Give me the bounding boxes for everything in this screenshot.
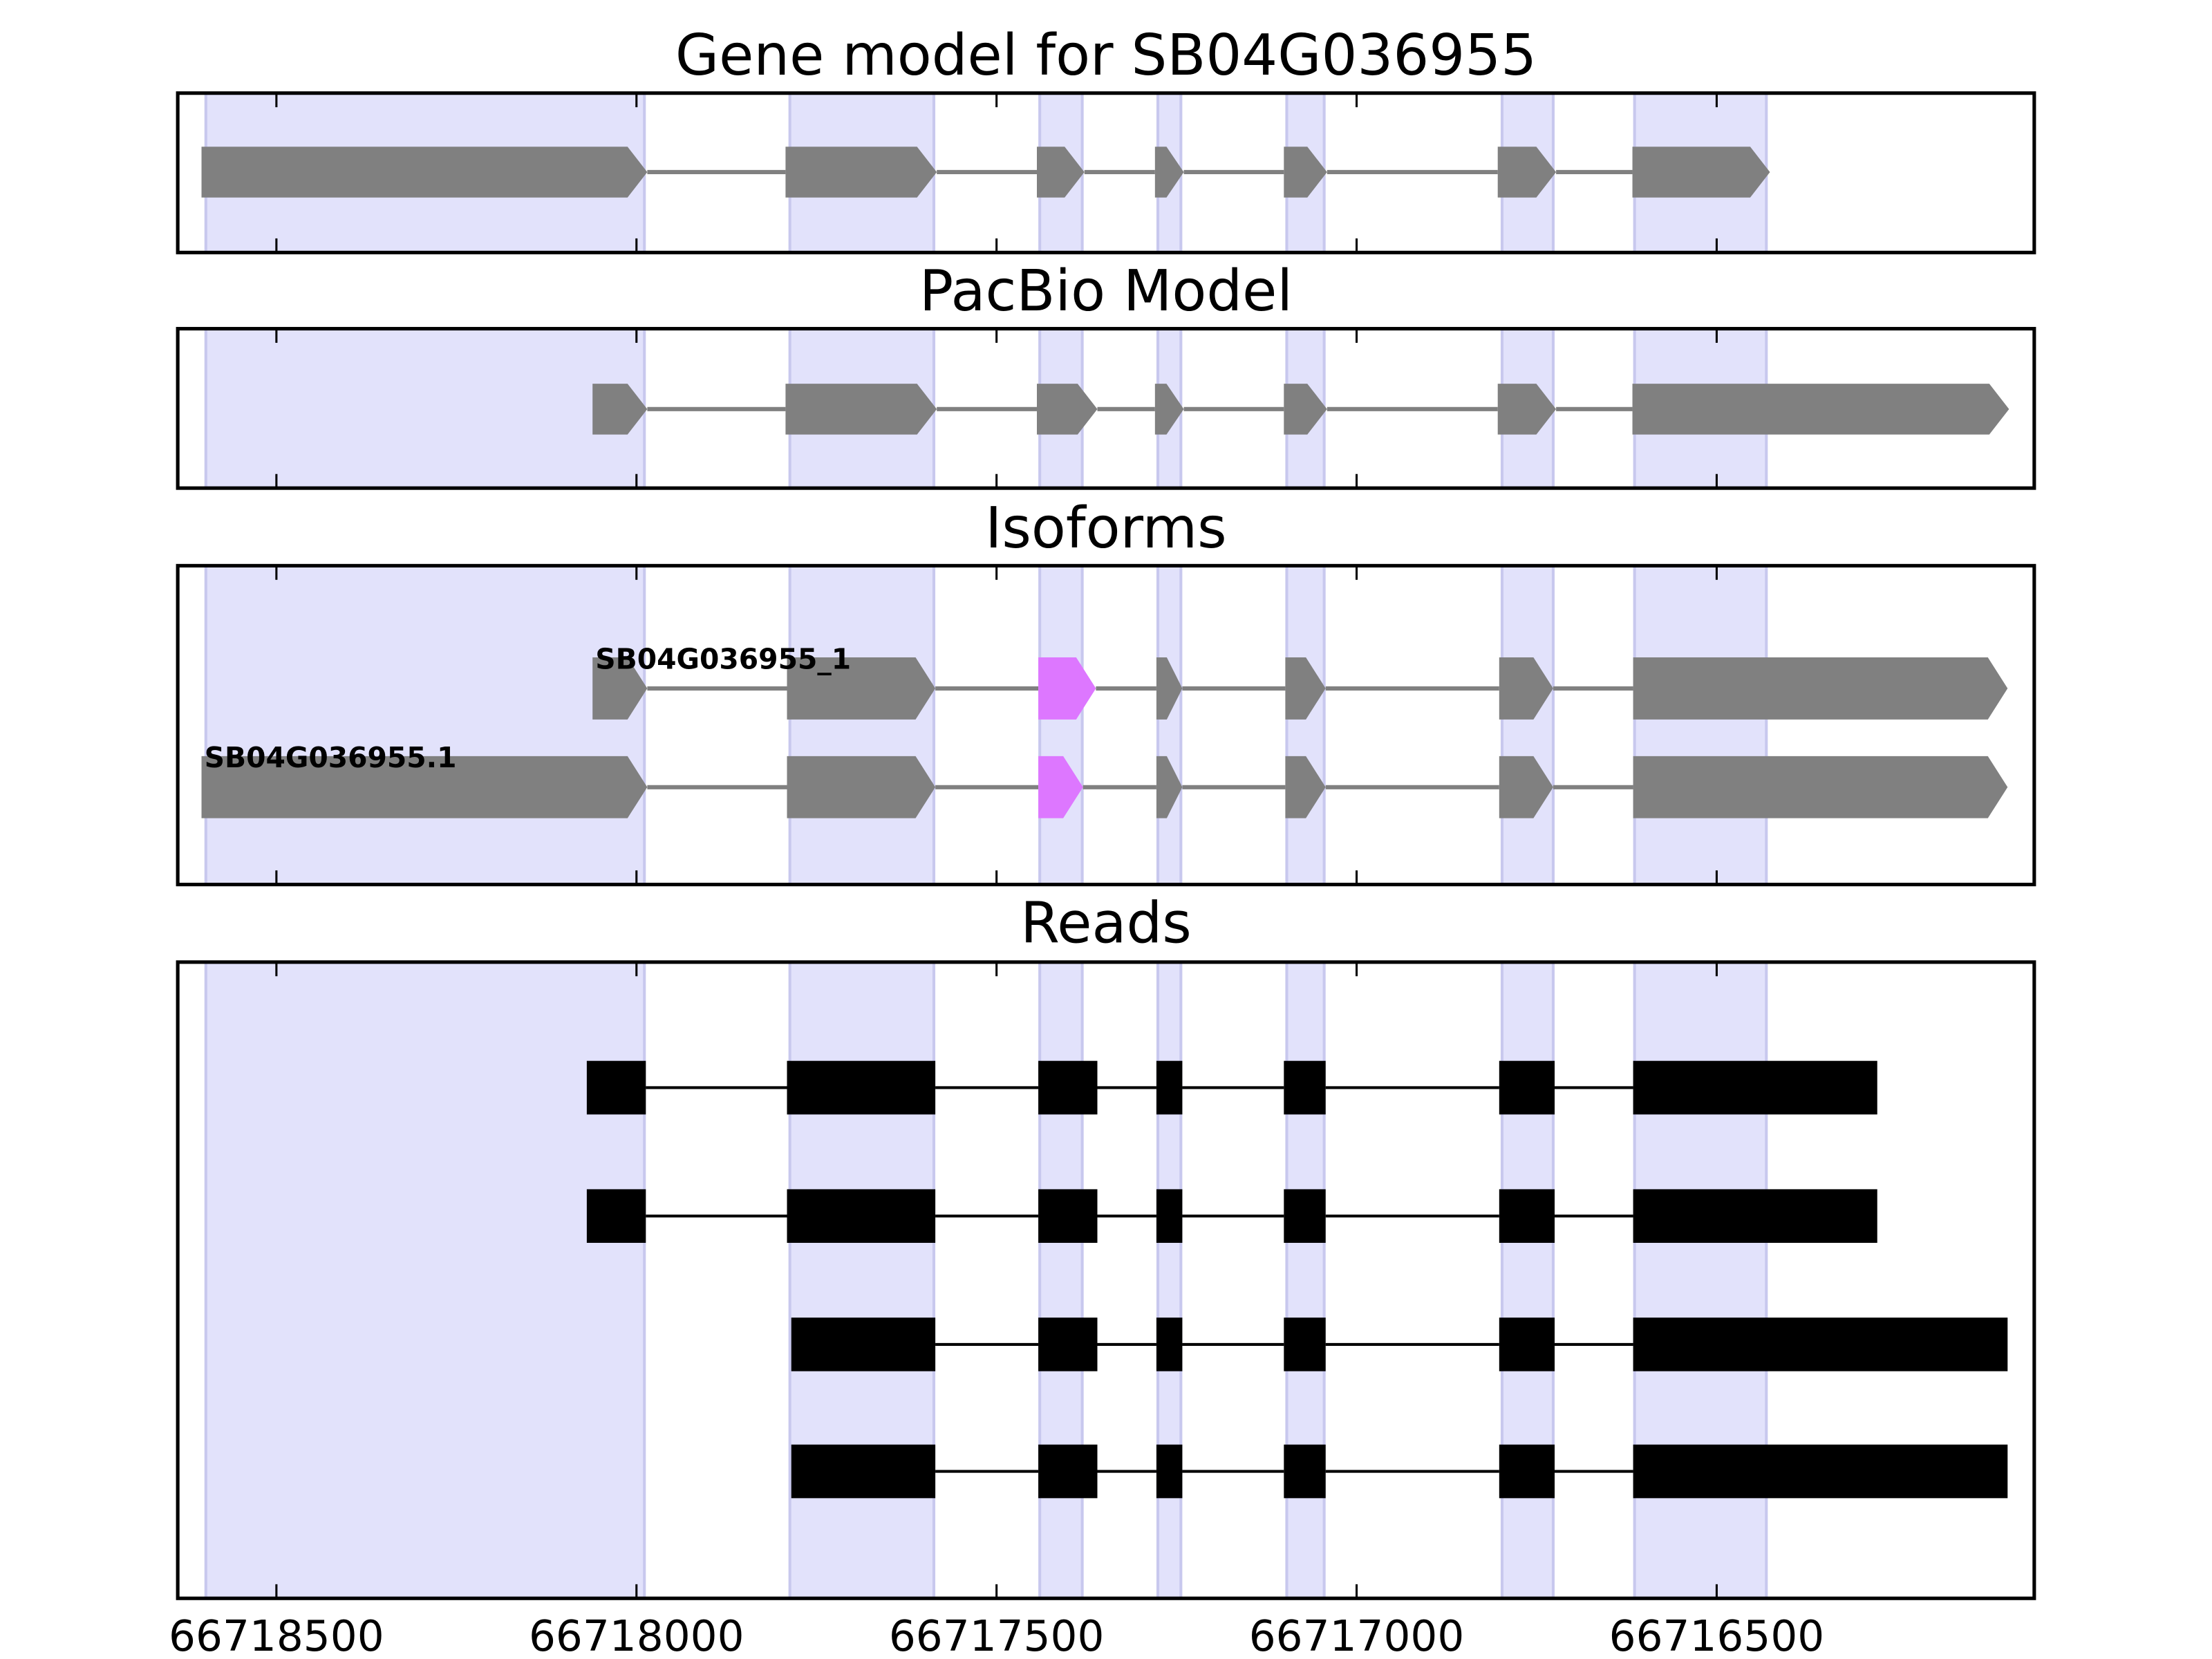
exon (1156, 1444, 1183, 1499)
exon (791, 1318, 936, 1371)
exon (1499, 1444, 1555, 1499)
exon (1036, 384, 1098, 435)
exon (1284, 1318, 1326, 1371)
exon (1284, 147, 1327, 198)
x-tick-label: 66717000 (1249, 1612, 1465, 1659)
panel-title: Reads (1020, 890, 1192, 956)
exon (1633, 1444, 2008, 1499)
exon-highlight (1633, 960, 1768, 1600)
exon (1156, 1060, 1183, 1115)
exon (1038, 756, 1083, 818)
exon (1284, 1189, 1326, 1243)
exon (1284, 1444, 1326, 1499)
x-tick-label: 66717500 (889, 1612, 1105, 1659)
exon (1499, 1318, 1555, 1371)
isoform-label: SB04G036955_1 (595, 642, 851, 675)
exon (787, 756, 936, 818)
exon (787, 1060, 936, 1115)
panel-frame (176, 563, 2036, 887)
exon-highlight (1038, 960, 1084, 1600)
exon (1285, 756, 1326, 818)
exon-highlight (1156, 960, 1183, 1600)
exon (592, 657, 648, 720)
exon (1156, 1318, 1183, 1371)
exon (1156, 657, 1183, 720)
exon (1038, 657, 1096, 720)
exon-highlight (788, 564, 936, 886)
exon-highlight (204, 327, 646, 490)
exon (785, 147, 937, 198)
exon (787, 1189, 936, 1243)
exon (1633, 657, 2008, 720)
exon (1633, 1189, 1877, 1243)
exon (1154, 384, 1184, 435)
exon (1497, 384, 1557, 435)
exon (1156, 756, 1183, 818)
exon (201, 147, 648, 198)
x-tick-label: 66716500 (1609, 1612, 1825, 1659)
exon (201, 756, 648, 818)
exon (787, 657, 936, 720)
exon (1633, 756, 2008, 818)
exon (1154, 147, 1184, 198)
exon (791, 1444, 936, 1499)
exon (586, 1060, 646, 1115)
exon-highlight (1156, 564, 1183, 886)
exon-highlight (788, 960, 936, 1600)
exon-highlight (204, 564, 646, 886)
exon (1632, 384, 2009, 435)
exon (592, 384, 648, 435)
exon (1038, 1189, 1098, 1243)
exon (1284, 1060, 1326, 1115)
exon (1499, 756, 1553, 818)
exon (1038, 1060, 1098, 1115)
exon (1633, 1318, 2008, 1371)
panel-title: Gene model for SB04G036955 (675, 23, 1537, 88)
exon (1038, 1444, 1098, 1499)
exon-highlight (1285, 564, 1326, 886)
isoform-label: SB04G036955.1 (205, 741, 457, 774)
exon-highlight (1038, 564, 1084, 886)
x-tick-label: 66718000 (529, 1612, 744, 1659)
exon-highlight (204, 960, 646, 1600)
panel-frame (176, 326, 2036, 490)
exon-highlight (1633, 564, 1768, 886)
panel-frame (176, 960, 2036, 1600)
exon (586, 1189, 646, 1243)
panel-title: PacBio Model (919, 259, 1293, 324)
exon (1038, 1318, 1098, 1371)
exon (1499, 1060, 1555, 1115)
exon-highlight (1285, 960, 1326, 1600)
panel-title: Isoforms (985, 496, 1226, 561)
exon (1632, 147, 1770, 198)
exon-highlight (1500, 960, 1555, 1600)
x-tick-label: 66718500 (169, 1612, 384, 1659)
exon (1497, 147, 1557, 198)
exon (1285, 657, 1326, 720)
exon (785, 384, 937, 435)
exon (1633, 1060, 1877, 1115)
exon (1499, 1189, 1555, 1243)
exon (1036, 147, 1085, 198)
exon (1156, 1189, 1183, 1243)
exon (1499, 657, 1553, 720)
panel-frame (176, 91, 2036, 254)
exon-highlight (1500, 564, 1555, 886)
exon (1284, 384, 1327, 435)
